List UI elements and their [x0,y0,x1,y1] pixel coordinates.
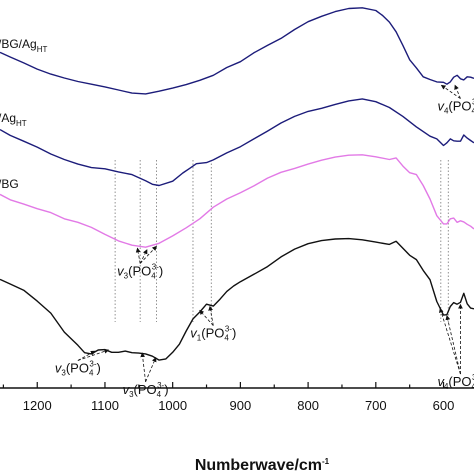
annotation-arrow [139,245,157,264]
annotation-arrow [77,349,110,361]
annotation-arrow [140,352,146,382]
spectra [0,7,474,361]
band-label: v3(PO43-) [55,359,101,377]
annotation-arrow [139,249,148,264]
annotation-arrow [199,309,214,326]
series-line [0,98,474,187]
x-tick-label: 1000 [158,398,187,413]
band-annotations: v3(PO43-) v3(PO43-) v3(PO43-) v1(PO43-) v4(P… [55,84,474,399]
x-tick-label: 1100 [91,398,119,413]
annotation-arrow [77,350,96,361]
band-label: v3(PO43-) [123,381,169,399]
band-label: v3(PO43-) [117,262,163,280]
annotation-arrow [454,84,461,99]
annotation-arrow [208,305,214,326]
x-axis-title: Numberwave/cm-1 [195,457,330,474]
band-label: v4(PO43-) [437,98,474,116]
x-tick-label: 1200 [23,398,52,413]
x-axis: 1200 1100 1000 900 800 700 600 [0,382,474,413]
annotation-arrow [145,356,157,382]
series-line [0,7,474,95]
band-label: v4(PO43-) [437,373,474,391]
band-guide-lines [114,160,449,322]
series-line [0,154,474,248]
series-label: /BG/AgHT [0,37,47,54]
annotation-arrow [440,84,461,99]
annotation-arrow [445,315,461,375]
band-label: v1(PO43-) [190,325,236,343]
series-label: /BG [0,177,19,191]
annotation-arrow [135,247,141,264]
annotation-arrow [439,307,461,375]
series-line [0,237,474,361]
series-label: /AgHT [0,111,27,128]
x-tick-label: 600 [433,398,455,413]
x-tick-label: 900 [230,398,252,413]
x-tick-label: 800 [297,398,319,413]
series-labels: /BG/AgHT/AgHT/BG [0,37,47,191]
x-tick-label: 700 [365,398,387,413]
